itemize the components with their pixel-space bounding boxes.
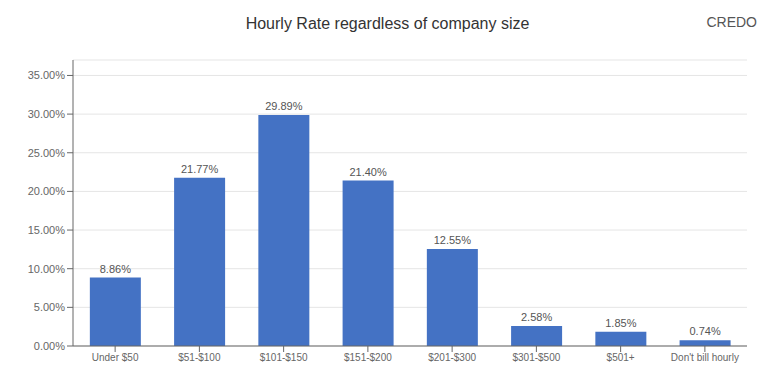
- svg-text:15.00%: 15.00%: [28, 224, 66, 236]
- svg-text:$51-$100: $51-$100: [178, 352, 221, 363]
- html-text:Hourly Rate regardless of comp: Hourly Rate regardless of company size: [245, 15, 530, 32]
- svg-text:25.00%: 25.00%: [28, 147, 66, 159]
- svg-text:21.40%: 21.40%: [349, 166, 387, 178]
- svg-text:29.89%: 29.89%: [265, 100, 303, 112]
- svg-text:Under $50: Under $50: [92, 352, 139, 363]
- svg-text:10.00%: 10.00%: [28, 263, 66, 275]
- svg-text:$501+: $501+: [607, 352, 635, 363]
- svg-text:8.86%: 8.86%: [100, 263, 131, 275]
- svg-text:$151-$200: $151-$200: [344, 352, 392, 363]
- svg-text:$101-$150: $101-$150: [260, 352, 308, 363]
- svg-text:2.58%: 2.58%: [521, 311, 552, 323]
- svg-text:0.74%: 0.74%: [689, 325, 720, 337]
- svg-text:12.55%: 12.55%: [434, 234, 472, 246]
- svg-text:30.00%: 30.00%: [28, 108, 66, 120]
- svg-text:5.00%: 5.00%: [34, 301, 65, 313]
- svg-text:21.77%: 21.77%: [181, 163, 219, 175]
- svg-text:1.85%: 1.85%: [605, 317, 636, 329]
- html-text:CREDO: CREDO: [706, 14, 757, 30]
- svg-text:$301-$500: $301-$500: [512, 352, 560, 363]
- svg-text:35.00%: 35.00%: [28, 69, 66, 81]
- svg-text:20.00%: 20.00%: [28, 185, 66, 197]
- svg-text:Don't bill hourly: Don't bill hourly: [671, 352, 739, 363]
- svg-text:$201-$300: $201-$300: [428, 352, 476, 363]
- svg-text:0.00%: 0.00%: [34, 340, 65, 352]
